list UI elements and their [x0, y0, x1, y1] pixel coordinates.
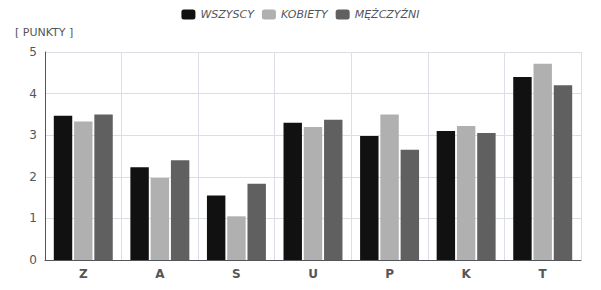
svg-text:K: K	[461, 267, 471, 281]
svg-text:0: 0	[29, 253, 37, 267]
svg-text:T: T	[539, 267, 548, 281]
svg-text:S: S	[232, 267, 241, 281]
svg-text:1: 1	[29, 211, 37, 225]
svg-text:WSZYSCY: WSZYSCY	[200, 8, 255, 21]
svg-text:2: 2	[29, 170, 37, 184]
svg-text:P: P	[385, 267, 394, 281]
svg-text:KOBIETY: KOBIETY	[281, 8, 329, 21]
svg-text:U: U	[308, 267, 318, 281]
svg-text:MĘŻCZYŹNI: MĘŻCZYŹNI	[355, 8, 420, 21]
svg-text:4: 4	[29, 87, 37, 101]
svg-text:3: 3	[29, 128, 37, 142]
svg-text:[ PUNKTY ]: [ PUNKTY ]	[15, 26, 73, 39]
svg-text:5: 5	[29, 45, 37, 59]
svg-text:A: A	[155, 267, 165, 281]
svg-text:Z: Z	[79, 267, 88, 281]
